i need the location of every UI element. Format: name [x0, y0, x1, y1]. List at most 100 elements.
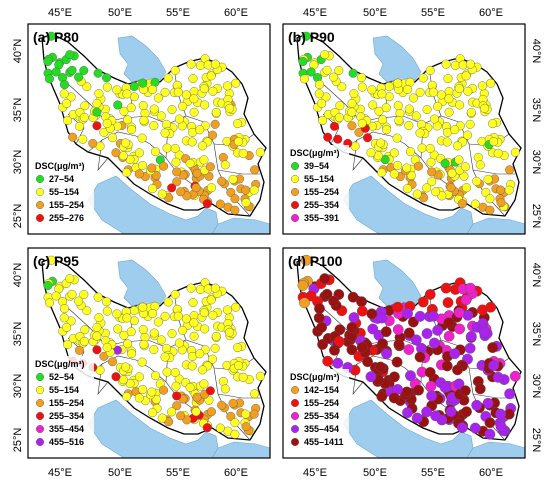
station-point: [335, 101, 345, 111]
station-point: [134, 393, 144, 403]
station-point: [461, 71, 471, 81]
station-point: [210, 343, 220, 353]
station-point: [171, 381, 181, 391]
legend-label: 55–154: [304, 174, 334, 184]
station-point: [230, 194, 240, 204]
station-point: [393, 101, 403, 111]
station-point: [401, 386, 413, 398]
station-point: [450, 60, 460, 70]
station-point: [328, 295, 340, 307]
station-point: [225, 103, 235, 113]
station-point: [321, 288, 333, 300]
legend-label: 355–454: [304, 424, 339, 434]
station-point: [456, 422, 468, 434]
station-point: [337, 82, 347, 92]
station-point: [187, 137, 197, 147]
station-point: [347, 291, 359, 303]
station-point: [428, 87, 438, 97]
station-point: [199, 155, 209, 165]
station-point: [92, 345, 102, 355]
station-point: [78, 134, 88, 144]
station-point: [366, 308, 378, 320]
station-point: [220, 160, 230, 170]
lon-tick-55-bottom-b: 55°E: [421, 467, 445, 479]
station-point: [113, 100, 123, 110]
station-point: [471, 399, 483, 411]
station-point: [188, 298, 198, 308]
station-point: [123, 115, 133, 125]
lon-tick-60-bottom: 60°E: [224, 467, 248, 479]
station-point: [211, 107, 221, 117]
station-point: [464, 342, 476, 354]
panel-c-legend: DSC(μg/m³) 52–54 55–154 155–254 255–354 355–4…: [32, 356, 94, 452]
station-point: [170, 143, 180, 153]
station-point: [92, 107, 102, 117]
station-point: [222, 305, 232, 315]
station-point: [301, 31, 311, 41]
panel-d-legend: DSC(μg/m³) 142–154 155–254 255–354 355–454 45…: [287, 369, 349, 452]
station-point: [62, 98, 72, 108]
station-point: [463, 86, 473, 96]
station-point: [231, 78, 241, 88]
station-point: [51, 67, 61, 77]
station-point: [316, 321, 328, 333]
station-point: [376, 391, 388, 402]
station-point: [299, 74, 309, 84]
bottom-longitude-ticks: 45°E 50°E 55°E 60°E 45°E 50°E 55°E 60°E: [48, 467, 503, 479]
station-point: [172, 167, 182, 177]
station-point: [59, 313, 69, 323]
station-point: [393, 78, 403, 88]
station-point: [300, 254, 312, 266]
station-point: [461, 183, 471, 193]
station-point: [205, 386, 215, 396]
lon-tick-60-top: 60°E: [224, 7, 248, 19]
station-point: [487, 342, 499, 354]
station-point: [422, 183, 432, 193]
station-point: [153, 317, 163, 327]
lat-tick-30-right: 30°N: [530, 150, 542, 175]
station-point: [134, 148, 144, 158]
lat-tick-40-left-c: 40°N: [12, 263, 24, 288]
station-point: [392, 301, 404, 313]
legend-swatch: [291, 438, 300, 447]
station-point: [82, 306, 92, 316]
station-point: [68, 132, 78, 142]
legend-label: 39–54: [304, 161, 329, 171]
station-point: [320, 50, 330, 60]
station-point: [187, 361, 197, 371]
top-longitude-ticks: 45°E 50°E 55°E 60°E 45°E 50°E 55°E 60°E: [48, 7, 503, 19]
station-point: [374, 106, 384, 116]
station-point: [139, 115, 149, 125]
station-point: [427, 177, 437, 187]
station-point: [483, 174, 493, 184]
station-point: [99, 351, 109, 361]
station-point: [92, 98, 102, 108]
right-latitude-ticks: 40°N 35°N 30°N 25°N 40°N 35°N 30°N 25°N: [530, 39, 542, 453]
legend-label: 155–254: [304, 187, 339, 197]
station-point: [119, 330, 129, 340]
station-point: [332, 357, 344, 369]
lat-tick-35-left: 35°N: [12, 98, 24, 123]
station-point: [211, 331, 221, 341]
station-point: [356, 341, 368, 353]
station-point: [182, 191, 192, 201]
station-point: [313, 312, 325, 324]
station-point: [465, 331, 477, 342]
station-point: [160, 87, 170, 97]
station-point: [426, 157, 436, 167]
station-point: [381, 103, 391, 113]
lat-tick-40-right-d: 40°N: [530, 263, 542, 288]
panel-c-frame: [27, 247, 271, 459]
station-point: [94, 89, 104, 99]
station-point: [477, 81, 487, 91]
station-point: [485, 205, 495, 215]
station-point: [305, 290, 317, 302]
station-point: [405, 370, 416, 382]
station-point: [102, 342, 112, 352]
station-point: [413, 384, 424, 396]
station-point: [357, 118, 367, 128]
lat-tick-25-right-d: 25°N: [530, 428, 542, 453]
station-point: [403, 184, 413, 194]
station-point: [206, 71, 216, 81]
